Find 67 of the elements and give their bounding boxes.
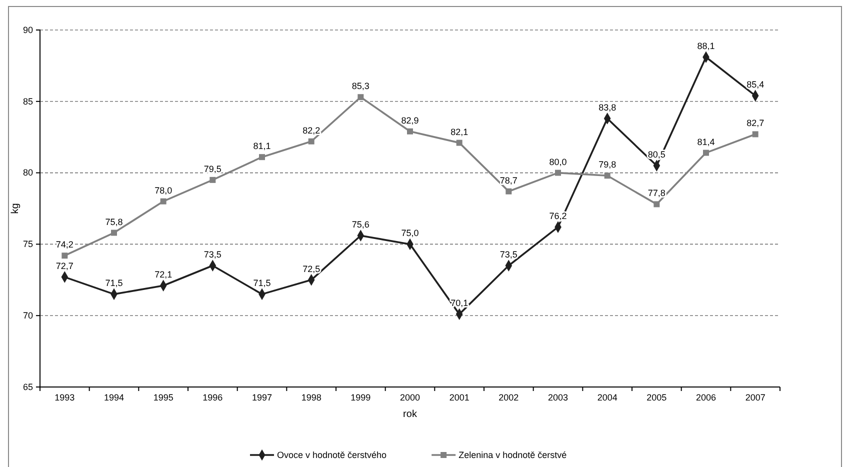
x-tick-label: 2001: [449, 392, 470, 402]
point: [555, 170, 561, 176]
point: [604, 172, 610, 179]
data-label: 75,8: [105, 216, 123, 227]
point: [407, 128, 413, 134]
data-label: 81,1: [253, 141, 271, 152]
y-tick-label: 80: [22, 168, 33, 178]
x-tick-label: 1999: [350, 392, 371, 402]
point: [506, 188, 512, 194]
point: [111, 230, 117, 236]
x-tick-label: 2007: [745, 392, 766, 402]
point: [160, 198, 166, 204]
point: [62, 252, 68, 259]
x-tick-label: 1995: [153, 392, 174, 402]
y-tick-label: 90: [22, 24, 33, 35]
data-label: 74,2: [56, 240, 74, 250]
data-label: 83,8: [598, 102, 616, 113]
data-label: 75,6: [352, 220, 370, 230]
x-tick-label: 1996: [202, 392, 223, 402]
x-tick-label: 2000: [400, 392, 420, 402]
x-axis-title: rok: [403, 409, 418, 420]
data-label: 73,5: [500, 250, 518, 260]
point: [752, 131, 758, 138]
point: [308, 138, 314, 144]
x-tick-label: 2003: [548, 392, 568, 402]
data-label: 80,0: [549, 156, 567, 167]
x-tick-label: 1998: [301, 392, 322, 402]
data-label: 82,9: [401, 115, 419, 126]
x-tick-label: 1997: [252, 392, 272, 402]
y-tick-label: 75: [22, 239, 33, 250]
x-tick-label: 1993: [54, 392, 75, 402]
data-label: 72,1: [154, 270, 172, 280]
x-tick-label: 2005: [646, 392, 667, 402]
data-label: 73,5: [204, 250, 222, 260]
data-label: 75,0: [401, 228, 419, 238]
data-label: 71,5: [253, 278, 271, 288]
data-label: 79,8: [598, 160, 616, 170]
point: [703, 150, 709, 156]
y-tick-label: 85: [22, 96, 33, 106]
point: [456, 140, 462, 146]
legend-label: Ovoce v hodnotě čerstvého: [277, 450, 387, 460]
point: [654, 201, 660, 208]
data-label: 72,5: [302, 264, 320, 274]
data-label: 79,5: [204, 164, 222, 174]
data-label: 82,2: [302, 125, 320, 136]
data-label: 78,0: [154, 185, 172, 196]
data-label: 82,1: [450, 126, 468, 137]
data-label: 85,4: [746, 80, 764, 90]
y-tick-label: 70: [22, 310, 33, 320]
data-label: 88,1: [697, 41, 715, 52]
data-label: 72,7: [56, 261, 74, 272]
x-tick-label: 1994: [104, 392, 124, 402]
y-axis-title: kg: [10, 203, 21, 214]
y-tick-label: 65: [22, 382, 33, 392]
data-label: 78,7: [500, 175, 518, 186]
data-label: 71,5: [105, 278, 123, 288]
point: [259, 154, 265, 160]
x-tick-label: 2002: [498, 392, 519, 402]
point: [210, 176, 216, 183]
data-label: 77,8: [648, 188, 666, 198]
x-tick-label: 2004: [597, 392, 618, 402]
legend-label: Zelenina v hodnotě čerstvé: [458, 450, 567, 460]
x-tick-label: 2006: [696, 392, 716, 402]
data-label: 82,7: [746, 118, 764, 128]
data-label: 81,4: [697, 136, 715, 147]
data-label: 85,3: [352, 81, 370, 92]
point: [358, 94, 364, 100]
